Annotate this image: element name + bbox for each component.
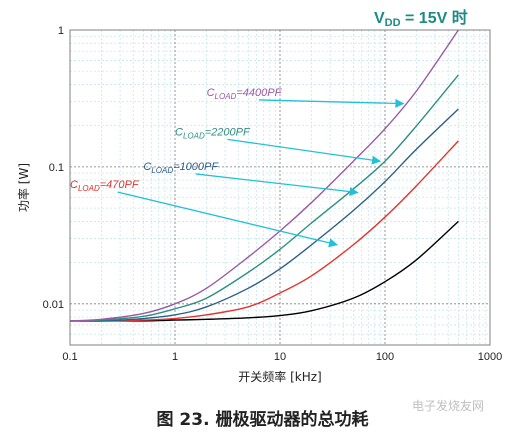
x-tick-label: 1000 — [478, 351, 502, 363]
series-line — [69, 220, 459, 322]
series-line — [69, 74, 459, 322]
x-axis-label: 开关频率 [kHz] — [238, 369, 321, 384]
series-line — [69, 29, 459, 322]
series-label: CLOAD=1000PF — [143, 161, 219, 175]
axis-ticks: 0.1 1 10 100 1000 0.01 0.1 1 — [43, 25, 503, 363]
y-tick-label: 1 — [58, 25, 64, 37]
vdd-condition-label: VDD = 15V 时 — [374, 10, 468, 29]
x-tick-label: 1 — [172, 351, 178, 363]
x-tick-label: 100 — [376, 351, 394, 363]
annotation-arrow — [259, 98, 405, 108]
minor-gridlines — [70, 30, 490, 346]
y-tick-label: 0.01 — [43, 299, 64, 311]
series-line — [69, 140, 459, 322]
x-tick-label: 10 — [274, 351, 286, 363]
figure-caption: 图 23. 栅极驱动器的总功耗 — [156, 410, 369, 430]
series-line — [69, 108, 459, 322]
series-label: CLOAD=2200PF — [175, 126, 251, 140]
watermark: 电子发烧友网 — [412, 399, 485, 413]
plot-frame — [69, 29, 491, 346]
annotation-arrow — [195, 173, 359, 197]
series-label: CLOAD=4400PF — [207, 87, 283, 101]
series-annotations: CLOAD=4400PF CLOAD=2200PF CLOAD=1000PFCLOA… — [70, 87, 405, 248]
y-tick-label: 0.1 — [49, 162, 64, 174]
x-tick-label: 0.1 — [62, 351, 77, 363]
annotation-arrow — [117, 191, 339, 248]
series-label: CLOAD=470PF — [70, 179, 140, 193]
annotation-arrow — [227, 138, 382, 165]
series-lines — [69, 29, 459, 322]
y-axis-label: 功率 [W] — [16, 163, 31, 212]
